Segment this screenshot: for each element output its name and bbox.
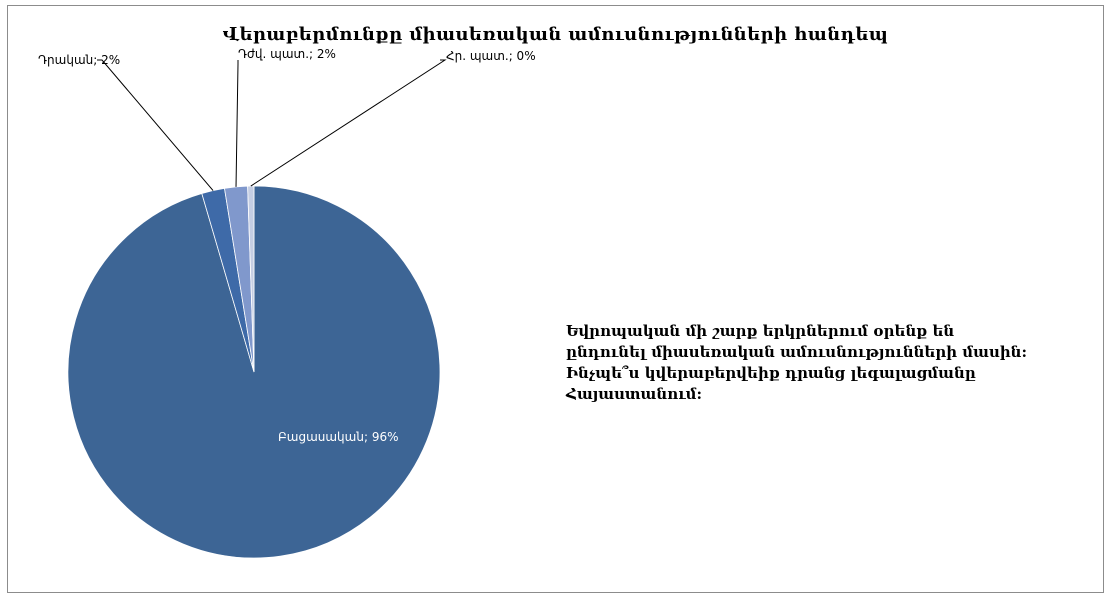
leader-line-3 xyxy=(235,60,239,187)
slice-label-1: Բացասական; 96% xyxy=(278,430,399,444)
pie-slices xyxy=(67,185,441,559)
leader-lines xyxy=(97,59,447,191)
chart-title: Վերաբերմունքը միասեռական ամուսնություննե… xyxy=(222,24,889,45)
slice-label-4: Հր. պատ.; 0% xyxy=(446,49,536,63)
leader-line-4 xyxy=(250,59,447,187)
slice-label-2: Դրական; 2% xyxy=(38,53,120,67)
slice-label-3: Դժվ. պատ.; 2% xyxy=(238,47,336,61)
leader-line-2 xyxy=(97,59,214,191)
slice-labels: Բացասական; 96% Դրական; 2% Դժվ. պատ.; 2% Հր.… xyxy=(38,47,536,444)
question-text: Եվրոպական մի շարք երկրներում օրենք են ըն… xyxy=(566,322,1028,403)
